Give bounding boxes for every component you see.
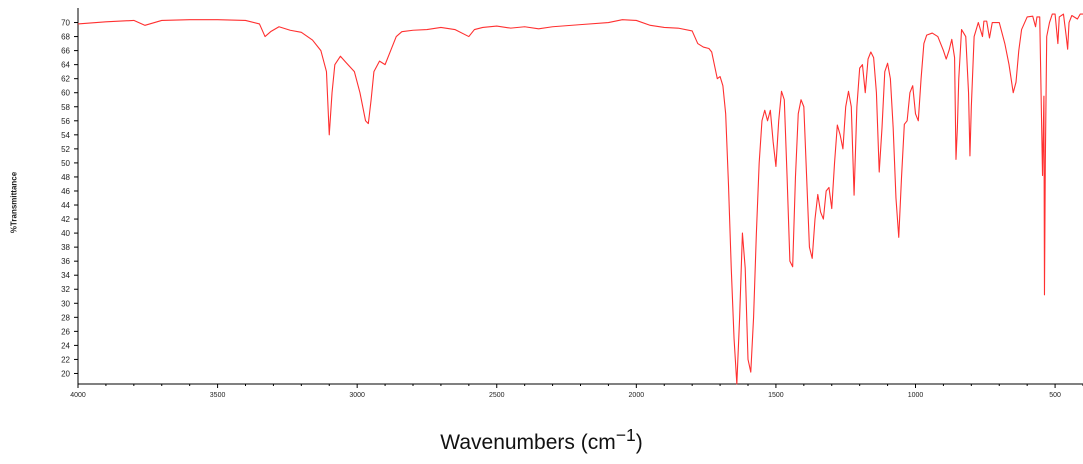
y-tick-label: 62 <box>61 75 70 84</box>
y-tick-label: 50 <box>61 159 70 168</box>
y-tick-label: 68 <box>61 33 70 42</box>
y-tick-label: 66 <box>61 47 70 56</box>
y-tick-label: 24 <box>61 341 70 350</box>
x-tick-label: 3500 <box>210 392 226 399</box>
y-tick-label: 60 <box>61 89 70 98</box>
y-tick-label: 64 <box>61 61 70 70</box>
x-tick-label: 2000 <box>629 392 645 399</box>
y-tick-label: 42 <box>61 215 70 224</box>
x-tick-label: 4000 <box>70 392 86 399</box>
y-tick-label: 32 <box>61 285 70 294</box>
x-tick-label: 2500 <box>489 392 505 399</box>
y-tick-label: 54 <box>61 131 70 140</box>
x-tick-label: 1000 <box>908 392 924 399</box>
y-tick-label: 48 <box>61 173 70 182</box>
y-tick-label: 34 <box>61 271 70 280</box>
x-tick-label: 3000 <box>349 392 365 399</box>
y-tick-label: 46 <box>61 187 70 196</box>
y-tick-label: 56 <box>61 117 70 126</box>
spectrum-line <box>77 13 1083 385</box>
x-axis-label: Wavenumbers (cm−1) <box>440 425 643 454</box>
y-tick-label: 20 <box>61 369 70 378</box>
y-tick-label: 30 <box>61 299 70 308</box>
y-tick-label: 28 <box>61 313 70 322</box>
y-tick-label: 22 <box>61 355 70 364</box>
y-tick-label: 70 <box>61 19 70 28</box>
y-tick-label: 52 <box>61 145 70 154</box>
y-tick-label: 58 <box>61 103 70 112</box>
y-tick-label: 38 <box>61 243 70 252</box>
x-tick-label: 1500 <box>768 392 784 399</box>
y-tick-label: 26 <box>61 327 70 336</box>
x-tick-label: 500 <box>1049 392 1061 399</box>
y-tick-label: 36 <box>61 257 70 266</box>
y-tick-label: 44 <box>61 201 70 210</box>
y-tick-label: 40 <box>61 229 70 238</box>
